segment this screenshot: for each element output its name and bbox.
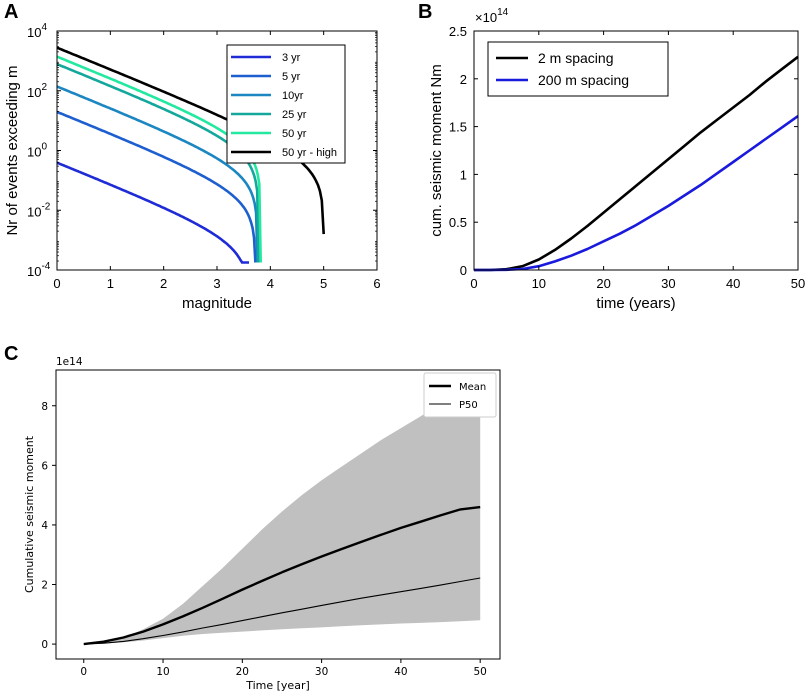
panel-c-ytick-label-3: 6 [41,460,48,472]
panel-b-xtick-label-5: 50 [791,276,805,291]
panel-c-ytick-label-1: 2 [41,580,48,592]
panel-a-series-0 [56,161,249,264]
panel-a-series-2 [56,85,259,263]
panel-b-y-multiplier-exp: 14 [497,7,509,18]
panel-b-legend-label-1: 200 m spacing [538,72,629,88]
panel-c-xtick-label-1: 10 [156,666,169,678]
panel-b-ytick-label-5: 2.5 [449,24,467,39]
panel-a-legend-label-4: 50 yr [282,128,307,140]
panel-b-xlabel: time (years) [596,295,675,312]
panel-a-xlabel: magnitude [182,295,252,312]
panel-b-ytick-label-0: 0 [460,263,467,278]
panel-a-ytick-label-1-base: 10 [27,204,41,219]
panel-a-series-1 [56,110,257,263]
panel-b-ytick-label-2: 1 [460,167,467,182]
panel-c-legend-label-0: Mean [459,382,486,393]
panel-b-xtick-label-3: 30 [661,276,675,291]
panel-b-ytick-label-3: 1.5 [449,120,467,135]
panel-a-ytick-label-0-base: 10 [27,264,41,279]
panel-c-xtick-label-0: 0 [80,666,87,678]
panel-a-ytick-label-4-base: 10 [27,25,41,40]
panel-a-ytick-label-3: 102 [27,82,47,100]
panel-c-legend-label-1: P50 [459,400,478,411]
panel-b-legend-label-0: 2 m spacing [538,50,613,66]
panel-a-legend-label-5: 50 yr - high [282,147,337,159]
panel-c-xtick-label-3: 30 [315,666,328,678]
panel-a-xtick-label-4: 4 [267,276,274,291]
panel-b-frame [473,30,799,271]
panel-b-xtick-label-2: 20 [596,276,610,291]
panel-a-xtick-label-5: 5 [320,276,327,291]
panel-a-ytick-label-0-exp: -4 [41,261,50,272]
panel-c-uncertainty-band [83,378,481,645]
panel-b-chart: 0 10 20 30 40 50 0 0.5 1 1.5 2 2.5 ×1014 time (years)… [428,7,805,312]
panel-a-legend-label-3: 25 yr [282,109,307,121]
panel-a-xtick-label-6: 6 [373,276,380,291]
panel-a-ylabel: Nr of events exceeding m [4,65,21,235]
panel-a-xtick-label-1: 1 [107,276,114,291]
panel-a-ytick-label-1-exp: -2 [41,201,50,212]
panel-b-xtick-label-0: 0 [470,276,477,291]
panel-a-ytick-label-3-base: 10 [27,85,41,100]
panel-a-xtick-label-2: 2 [160,276,167,291]
panel-b-y-multiplier-base: ×10 [475,10,497,25]
panel-c-xtick-label-4: 40 [394,666,407,678]
panel-b-y-multiplier: ×1014 [475,7,509,25]
panel-letter-a: A [4,1,18,23]
panel-c-xtick-label-5: 50 [473,666,486,678]
panel-a-ytick-label-2-exp: 0 [41,142,47,153]
panel-letter-b: B [418,1,432,23]
panel-c-ytick-label-0: 0 [41,639,48,651]
panel-a-legend-label-0: 3 yr [282,52,301,64]
panel-b-series-1 [474,115,799,272]
panel-b-ytick-label-1: 0.5 [449,215,467,230]
panel-a-ytick-label-2: 100 [27,142,47,160]
panel-b-xtick-label-1: 10 [532,276,546,291]
panel-a-legend [226,44,346,164]
panel-a-ytick-label-3-exp: 2 [41,82,47,93]
panel-a-ytick-label-2-base: 10 [27,145,41,160]
panel-a-xtick-label-0: 0 [53,276,60,291]
panel-a-legend-label-1: 5 yr [282,71,301,83]
panel-a-ytick-label-4: 104 [27,22,47,40]
panel-a-ytick-label-4-exp: 4 [41,22,47,33]
panel-c-legend [423,372,497,418]
panel-c-ytick-label-4: 8 [41,401,48,413]
panel-c-frame [55,369,501,660]
panel-c-ylabel: Cumulative seismic moment [23,435,36,593]
panel-c-ytick-label-2: 4 [41,520,48,532]
panel-a-xtick-label-3: 3 [213,276,220,291]
panel-c-offset-text: 1e14 [56,356,83,368]
panel-a-ytick-label-1: 10-2 [27,201,51,219]
panel-c-chart: 0 10 20 30 40 50 0 2 4 6 8 1e14 Time [year] Cumulativ… [23,356,501,692]
panel-b-ytick-label-4: 2 [460,72,467,87]
panel-a-series-3 [56,62,260,263]
panel-b-series-0 [474,55,799,272]
panel-c-series-0 [83,505,481,646]
panel-c-xtick-label-2: 20 [236,666,249,678]
panel-a-legend-label-2: 10yr [282,90,304,102]
panel-a-ytick-label-0: 10-4 [27,261,51,279]
panel-c-xlabel: Time [year] [245,679,310,692]
panel-c-series-1 [83,577,481,645]
panel-b-xtick-label-4: 40 [726,276,740,291]
panel-b-ylabel: cum. seismic moment Nm [428,64,445,237]
panel-b-legend [487,41,669,97]
panel-letter-c: C [4,343,18,365]
